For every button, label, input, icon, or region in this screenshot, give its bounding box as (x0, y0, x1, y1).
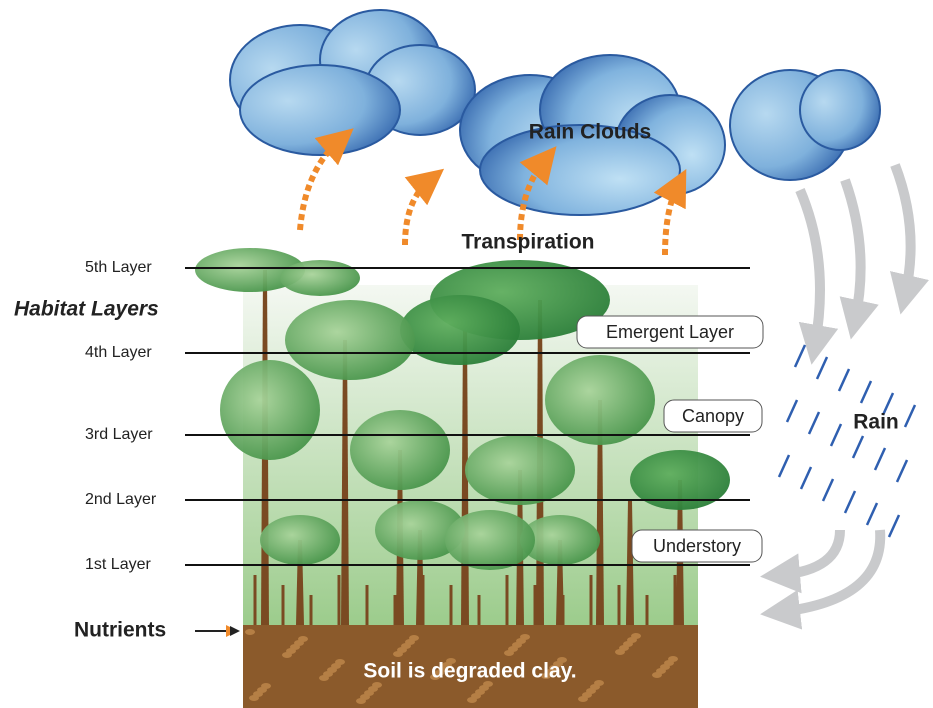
rain-drops (779, 345, 915, 537)
rain-drop (795, 345, 805, 367)
rain-drop (839, 369, 849, 391)
rain-drop (861, 381, 871, 403)
tree-crown (280, 260, 360, 296)
pebble (631, 633, 641, 639)
pebble (520, 634, 530, 640)
pebble (594, 680, 604, 686)
habitat-title: Habitat Layers (14, 298, 159, 321)
diagram: Rain Clouds Transpiration Rain Soil is d… (0, 0, 933, 708)
clouds (230, 10, 880, 215)
pebble (261, 683, 271, 689)
rain-drop (779, 455, 789, 477)
tree-crown (400, 295, 520, 365)
layer-label: 4th Layer (85, 344, 152, 361)
layer-label: 5th Layer (85, 259, 152, 276)
layer-label: 2nd Layer (85, 491, 157, 508)
pebble (668, 656, 678, 662)
rain-drop (831, 424, 841, 446)
tree-crown (465, 435, 575, 505)
rain-drop (823, 479, 833, 501)
rain-arrows (780, 165, 911, 612)
cloud-label: Rain Clouds (529, 121, 652, 144)
rain-drop (905, 405, 915, 427)
layer-label: 3rd Layer (85, 426, 153, 443)
tree-crown (260, 515, 340, 565)
rain-drop (867, 503, 877, 525)
pebble (298, 636, 308, 642)
rain-drop (875, 448, 885, 470)
rain-drop (817, 357, 827, 379)
zone-label: Emergent Layer (606, 322, 734, 342)
tree-crown (350, 410, 450, 490)
nutrients-arrowhead (230, 626, 240, 636)
pebble (335, 659, 345, 665)
rain-drop (897, 460, 907, 482)
transpiration-label: Transpiration (461, 231, 594, 254)
tree-crown (220, 360, 320, 460)
tree-crown (545, 355, 655, 445)
rain-drop (801, 467, 811, 489)
tree-crown (285, 300, 415, 380)
pebble (372, 682, 382, 688)
layer-label: 1st Layer (85, 556, 151, 573)
tree-crown (445, 510, 535, 570)
nutrients-label: Nutrients (74, 619, 166, 642)
zone-label: Understory (653, 536, 741, 556)
pebble (409, 635, 419, 641)
rain-drop (809, 412, 819, 434)
soil-label: Soil is degraded clay. (363, 660, 576, 683)
rain-drop (853, 436, 863, 458)
pebble (245, 629, 255, 635)
rain-drop (845, 491, 855, 513)
zone-label: Canopy (682, 406, 744, 426)
rain-drop (889, 515, 899, 537)
rain-drop (787, 400, 797, 422)
rain-label: Rain (853, 411, 899, 434)
